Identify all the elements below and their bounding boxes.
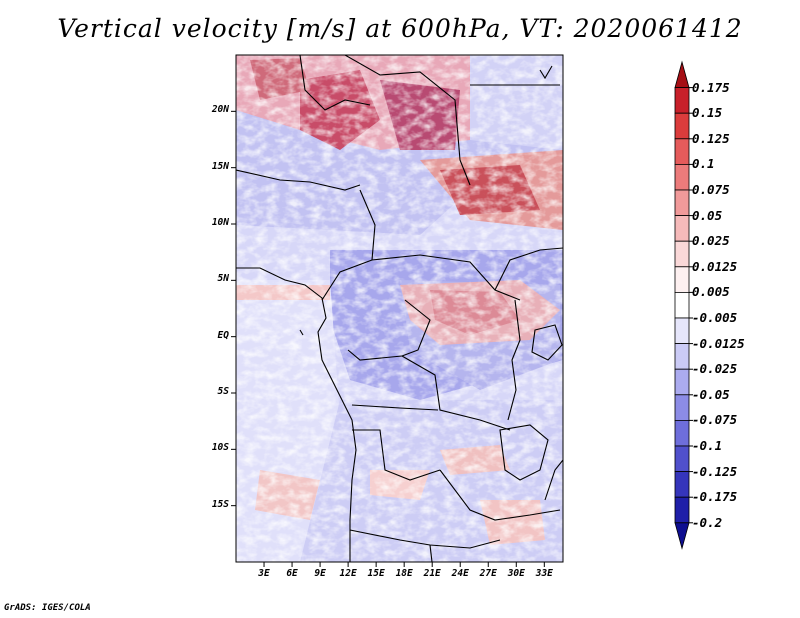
colorbar-label: 0.125 — [692, 130, 730, 146]
y-tick-label: 20N — [211, 104, 229, 116]
colorbar-label: -0.0125 — [692, 335, 745, 351]
colorbar-label: -0.125 — [692, 463, 738, 479]
colorbar-segment — [674, 189, 690, 217]
x-tick-label: 18E — [395, 568, 413, 579]
colorbar-segment — [674, 471, 690, 498]
y-tick-label: 10S — [211, 442, 229, 454]
x-tick-label: 21E — [423, 568, 441, 579]
colorbar-label: 0.075 — [692, 182, 730, 197]
colorbar-segment — [674, 496, 690, 524]
colorbar-segment — [674, 266, 690, 293]
colorbar-segment — [674, 343, 690, 370]
page-title: Vertical velocity [m/s] at 600hPa, VT: 2… — [57, 14, 743, 43]
colorbar-label: 0.05 — [692, 207, 723, 223]
x-tick-label: 33E — [535, 568, 553, 579]
x-tick-label: 3E — [258, 568, 270, 579]
colorbar-segment — [674, 240, 690, 268]
x-tick-label: 24E — [451, 568, 469, 579]
colorbar-segment — [674, 87, 690, 114]
x-tick-label: 30E — [507, 568, 525, 579]
field-layer — [236, 55, 563, 562]
y-tick-label: 5N — [217, 273, 229, 285]
colorbar-label: 0.1 — [692, 156, 715, 172]
colorbar-label: 0.005 — [692, 284, 730, 300]
colorbar-label: -0.175 — [692, 489, 738, 505]
y-tick-label: 15S — [211, 498, 229, 510]
colorbar-segment — [674, 215, 690, 242]
colorbar-segment — [674, 138, 690, 165]
x-tick-label: 12E — [339, 568, 357, 579]
colorbar-segment — [674, 445, 690, 473]
colorbar-label: -0.1 — [692, 438, 723, 453]
y-tick-label: 15N — [211, 160, 229, 172]
colorbar-segment — [674, 163, 690, 191]
y-tick-label: 5S — [217, 386, 229, 397]
colorbar-segment — [674, 394, 690, 421]
colorbar-label: 0.175 — [692, 79, 730, 95]
colorbar-segment — [674, 60, 690, 88]
colorbar-label: 0.025 — [692, 233, 730, 249]
y-tick-label: EQ — [217, 329, 229, 341]
y-tick-label: 10N — [211, 217, 229, 228]
colorbar-label: -0.025 — [692, 361, 738, 377]
colorbar-label: -0.005 — [692, 310, 738, 325]
grads-footer: GrADS: IGES/COLA — [4, 603, 91, 613]
colorbar-segment — [674, 291, 690, 319]
colorbar — [674, 60, 693, 550]
colorbar-segment — [674, 419, 690, 447]
axis-ticks — [231, 110, 545, 567]
colorbar-label: -0.05 — [692, 386, 730, 402]
x-tick-label: 27E — [479, 568, 497, 579]
colorbar-segment — [674, 112, 690, 140]
colorbar-label: -0.075 — [692, 412, 738, 428]
map-frame — [235, 54, 564, 563]
colorbar-label: 0.15 — [692, 105, 723, 121]
colorbar-segment — [674, 317, 690, 345]
x-tick-label: 15E — [367, 568, 385, 579]
colorbar-segment — [674, 522, 690, 550]
colorbar-segment — [674, 368, 690, 396]
x-tick-label: 9E — [314, 568, 326, 579]
colorbar-label: -0.2 — [692, 514, 723, 530]
colorbar-label: 0.0125 — [692, 258, 738, 274]
x-tick-label: 6E — [286, 568, 298, 579]
